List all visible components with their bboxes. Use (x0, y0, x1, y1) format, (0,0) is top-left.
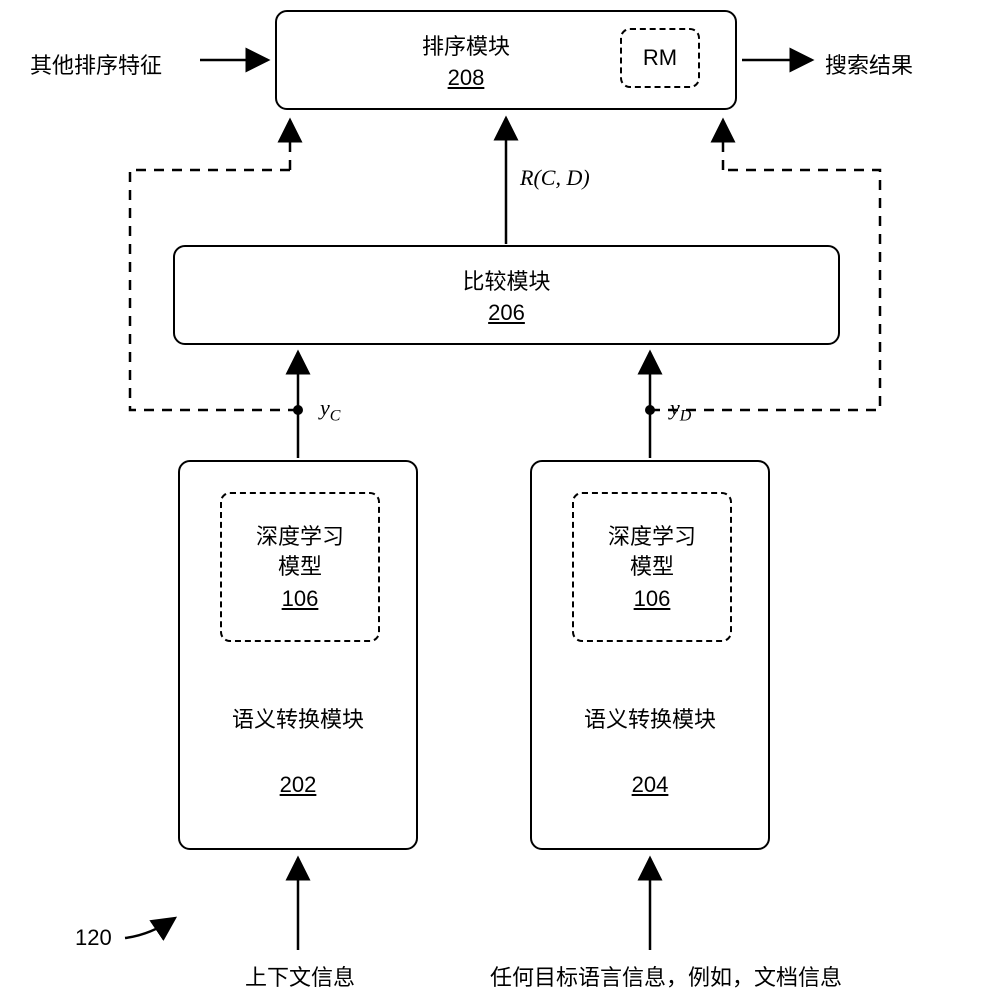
junction-right (645, 405, 655, 415)
ranking-num: 208 (448, 65, 485, 91)
deep-right-num: 106 (634, 586, 671, 612)
deep-right-title: 深度学习模型 (608, 522, 696, 581)
ranking-title: 排序模块 (422, 29, 510, 61)
junction-left (293, 405, 303, 415)
rcd-text: R(C, D) (520, 165, 590, 190)
sem-left-num: 202 (280, 772, 317, 797)
sem-right-num: 204 (632, 772, 669, 797)
yd-sub: D (680, 407, 692, 424)
rcd-label: R(C, D) (520, 165, 590, 191)
search-results-label: 搜索结果 (825, 48, 913, 80)
deep-left-num: 106 (282, 586, 319, 612)
compare-title: 比较模块 (462, 264, 550, 296)
sem-left-title: 语义转换模块 (232, 707, 364, 732)
figure-arrow (125, 918, 175, 938)
yd-label: yD (670, 395, 691, 425)
figure-number: 120 (75, 925, 112, 951)
semantic-module-left: 深度学习模型 106 语义转换模块 202 (178, 460, 418, 850)
sem-right-title: 语义转换模块 (584, 707, 716, 732)
yc-sub: C (330, 407, 341, 424)
other-features-label: 其他排序特征 (30, 48, 162, 80)
rm-label: RM (643, 45, 677, 71)
deep-model-right: 深度学习模型 106 (572, 492, 732, 642)
arrows-overlay (0, 0, 989, 1000)
semantic-module-right: 深度学习模型 106 语义转换模块 204 (530, 460, 770, 850)
yd-base: y (670, 395, 680, 420)
rm-box: RM (620, 28, 700, 88)
yc-label: yC (320, 395, 340, 425)
deep-model-left: 深度学习模型 106 (220, 492, 380, 642)
yc-base: y (320, 395, 330, 420)
context-label: 上下文信息 (245, 960, 355, 992)
compare-module: 比较模块 206 (173, 245, 840, 345)
target-label: 任何目标语言信息，例如，文档信息 (490, 960, 842, 992)
compare-num: 206 (488, 300, 525, 326)
deep-left-title: 深度学习模型 (256, 522, 344, 581)
